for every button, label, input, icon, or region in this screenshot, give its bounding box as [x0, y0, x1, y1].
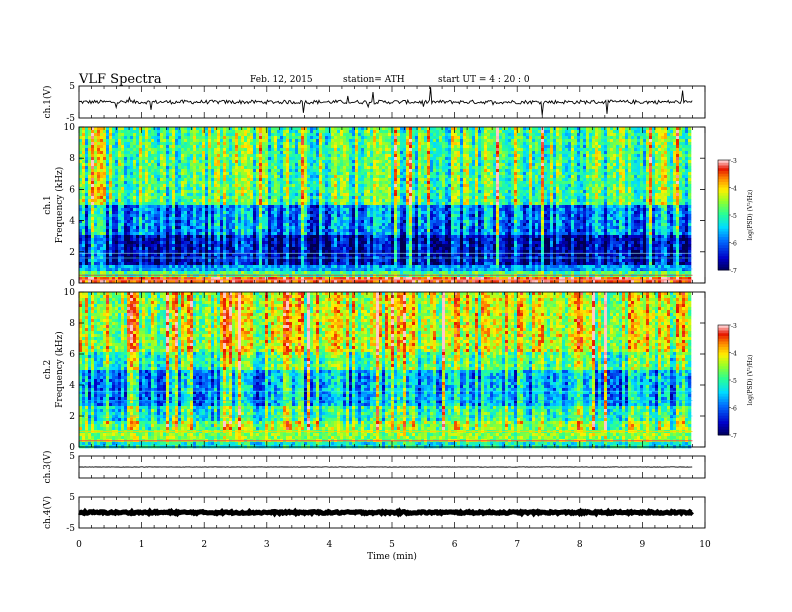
colorbar-tick-label: -3: [731, 323, 737, 330]
y-tick-label: 4: [69, 381, 75, 391]
y-tick-label: 10: [64, 123, 76, 133]
y-tick-label: 8: [69, 154, 75, 164]
colorbar-tick-label: -4: [731, 186, 737, 193]
x-tick-label: 7: [514, 540, 520, 550]
y-axis-label: Frequency (kHz): [54, 167, 65, 244]
y-tick-label: 2: [69, 412, 75, 422]
x-tick-label: 5: [389, 540, 395, 550]
x-tick-label: 10: [699, 540, 711, 550]
colorbar-label: log(PSD) (V²/Hz): [747, 355, 754, 406]
colorbar-tick-label: -4: [731, 351, 737, 358]
y-axis-label: ch.4(V): [42, 496, 53, 529]
y-tick-label: 4: [69, 217, 75, 227]
y-tick-label: 6: [69, 350, 75, 360]
colorbar-tick-label: -7: [731, 268, 737, 275]
x-tick-label: 4: [327, 540, 333, 550]
y-tick-label: 5: [69, 82, 75, 92]
waveform-line: [79, 512, 692, 514]
channel-label: ch.2: [43, 360, 53, 379]
colorbar-tick-label: -6: [731, 241, 737, 248]
channel-label: ch.1: [43, 195, 53, 214]
y-tick-label: 2: [69, 248, 75, 258]
x-tick-label: 1: [139, 540, 145, 550]
colorbar-label: log(PSD) (V²/Hz): [747, 190, 754, 241]
x-tick-label: 8: [577, 540, 583, 550]
waveform-panel: 5 -5 ch.4(V): [42, 493, 705, 534]
x-axis-label: Time (min): [367, 551, 417, 562]
waveform-line: [79, 87, 692, 115]
x-tick-label: 0: [76, 540, 82, 550]
y-tick-label: 5: [69, 493, 75, 503]
y-tick-label: 6: [69, 185, 75, 195]
y-tick-label: 8: [69, 319, 75, 329]
y-axis-label: ch.3(V): [42, 451, 53, 484]
x-tick-label: 3: [264, 540, 270, 550]
y-tick-label: 10: [64, 288, 76, 298]
colorbar-tick-label: -5: [731, 213, 737, 220]
waveform-panel: 5-5ch.1(V): [42, 82, 705, 124]
waveform-panel: 5 ch.3(V): [42, 451, 705, 484]
x-tick-label: 9: [640, 540, 646, 550]
colorbar-tick-label: -5: [731, 378, 737, 385]
y-tick-label: -5: [66, 524, 75, 534]
colorbar-tick-label: -6: [731, 406, 737, 413]
y-axis-label: Frequency (kHz): [54, 331, 65, 408]
x-tick-label: 6: [452, 540, 458, 550]
y-axis-label: ch.1(V): [42, 86, 53, 119]
y-tick-label: 5: [69, 452, 75, 462]
colorbar-tick-label: -3: [731, 158, 737, 165]
colorbar-tick-label: -7: [731, 433, 737, 440]
x-tick-label: 2: [201, 540, 207, 550]
